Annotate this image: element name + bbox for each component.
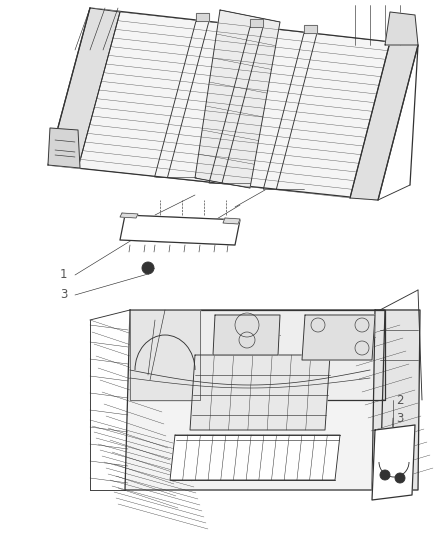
- Polygon shape: [372, 310, 420, 490]
- Polygon shape: [196, 13, 209, 21]
- Polygon shape: [304, 25, 317, 33]
- Polygon shape: [170, 435, 340, 480]
- Polygon shape: [223, 218, 240, 224]
- Polygon shape: [350, 42, 418, 200]
- Polygon shape: [250, 19, 263, 27]
- Text: 1: 1: [60, 269, 67, 281]
- Polygon shape: [213, 315, 280, 355]
- Circle shape: [142, 262, 154, 274]
- Polygon shape: [130, 310, 200, 400]
- Polygon shape: [130, 310, 385, 400]
- Polygon shape: [120, 213, 138, 218]
- Text: 2: 2: [396, 393, 403, 407]
- Polygon shape: [195, 10, 280, 188]
- Polygon shape: [120, 215, 240, 245]
- Circle shape: [395, 473, 405, 483]
- Polygon shape: [302, 315, 375, 360]
- Text: 3: 3: [60, 288, 67, 302]
- Polygon shape: [48, 128, 80, 168]
- Polygon shape: [190, 355, 330, 430]
- Circle shape: [380, 470, 390, 480]
- Polygon shape: [385, 12, 418, 45]
- Polygon shape: [48, 8, 120, 168]
- Polygon shape: [48, 8, 418, 200]
- Text: 3: 3: [396, 411, 403, 424]
- Polygon shape: [125, 310, 385, 490]
- Polygon shape: [372, 425, 415, 500]
